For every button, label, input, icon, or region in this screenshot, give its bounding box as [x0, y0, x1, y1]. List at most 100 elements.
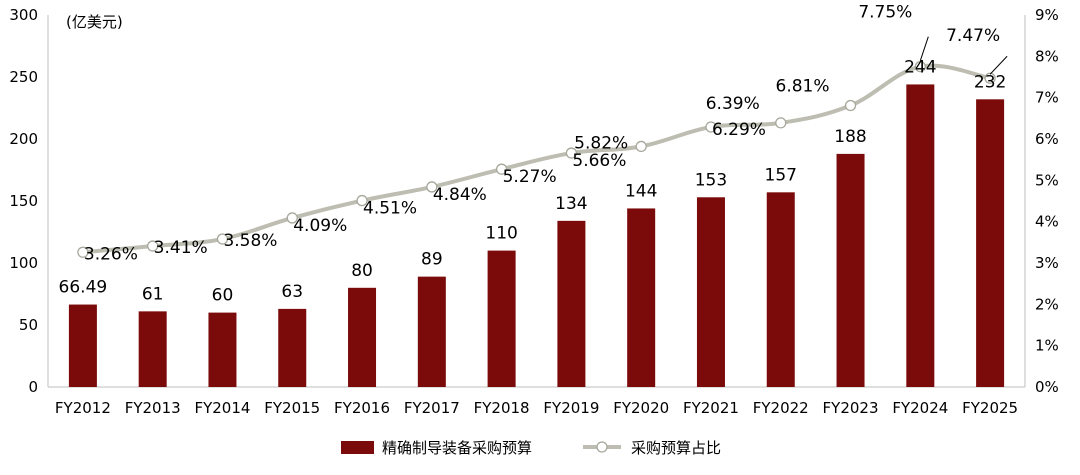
percent-value-label: 5.66% — [572, 151, 626, 171]
line-point — [705, 121, 717, 133]
bar — [348, 287, 377, 387]
legend-swatch-bars — [341, 441, 374, 454]
bar-value-label: 157 — [765, 165, 797, 185]
x-tick-label: FY2020 — [613, 399, 669, 417]
x-tick-label: FY2014 — [194, 399, 250, 417]
bar — [487, 250, 516, 387]
bar-value-label: 63 — [281, 282, 303, 302]
bar-value-label: 60 — [212, 286, 234, 306]
bar — [976, 99, 1005, 387]
x-tick-label: FY2018 — [474, 399, 530, 417]
bar — [208, 312, 237, 387]
bar-value-label: 61 — [142, 284, 164, 304]
legend-swatch-marker — [596, 441, 608, 453]
x-tick-label: FY2023 — [823, 399, 879, 417]
y-right-tick-label: 0% — [1035, 378, 1059, 396]
bar — [557, 220, 586, 387]
line-point — [775, 117, 787, 129]
bar-series — [68, 84, 1005, 387]
percent-value-label: 4.09% — [293, 216, 347, 236]
x-tick-label: FY2016 — [334, 399, 390, 417]
line-point — [984, 72, 996, 84]
line-series — [77, 61, 996, 258]
percent-value-label: 6.39% — [706, 94, 760, 114]
bar-value-label: 153 — [695, 170, 727, 190]
legend-label-line: 采购预算占比 — [631, 439, 721, 457]
x-tick-label: FY2024 — [892, 399, 948, 417]
y-right-tick-label: 3% — [1035, 254, 1059, 272]
percent-value-label: 7.75% — [858, 3, 912, 23]
percent-value-label: 5.82% — [574, 133, 628, 153]
percent-value-label: 6.29% — [712, 120, 766, 140]
bar — [906, 84, 935, 387]
unit-label: (亿美元) — [66, 13, 123, 31]
x-tick-label: FY2022 — [753, 399, 809, 417]
percent-value-label: 7.47% — [946, 26, 1000, 46]
bar-value-label: 188 — [834, 127, 866, 147]
bar-value-label: 80 — [351, 261, 373, 281]
line-point — [844, 99, 857, 112]
y-right-tick-label: 8% — [1035, 47, 1059, 65]
legend: 精确制导装备采购预算 采购预算占比 — [341, 439, 721, 457]
percent-value-label: 5.27% — [503, 167, 557, 187]
bar — [278, 308, 307, 387]
bar — [138, 311, 167, 387]
bar — [68, 304, 97, 387]
y-left-tick-label: 100 — [9, 254, 38, 272]
line-point — [286, 212, 298, 224]
line-point — [426, 181, 438, 193]
line-point — [356, 194, 368, 207]
line-point — [914, 61, 926, 73]
axes: 0 50 100 150 200 250 300 0% 1% 2% 3% 4% 5% 6% 7% 8% 9% FY… — [9, 6, 1058, 417]
line-point — [147, 240, 159, 252]
line-point — [495, 163, 508, 175]
percent-value-label: 6.81% — [776, 77, 830, 97]
bar — [627, 208, 656, 387]
percent-value-label: 3.58% — [223, 231, 277, 251]
x-tick-label: FY2017 — [404, 399, 460, 417]
bar-value-label: 89 — [421, 250, 443, 270]
leader-line — [989, 55, 1008, 75]
y-right-tick-label: 4% — [1035, 213, 1059, 231]
y-left-tick-label: 0 — [28, 378, 38, 396]
y-right-tick-label: 1% — [1035, 337, 1059, 355]
bar — [836, 153, 865, 387]
bar — [696, 197, 725, 387]
line-point — [77, 246, 89, 258]
percent-value-label: 3.26% — [84, 244, 138, 264]
y-left-tick-label: 200 — [9, 130, 38, 148]
bar-value-label: 134 — [555, 194, 587, 214]
y-right-tick-label: 5% — [1035, 171, 1059, 189]
bar-value-label: 244 — [904, 57, 936, 77]
leader-line — [919, 36, 929, 61]
x-tick-label: FY2025 — [962, 399, 1018, 417]
y-left-tick-label: 50 — [19, 316, 38, 334]
line-point — [635, 140, 647, 153]
x-tick-label: FY2021 — [683, 399, 739, 417]
percent-value-label: 4.84% — [433, 185, 487, 205]
y-left-tick-label: 150 — [9, 192, 38, 210]
percent-value-label: 4.51% — [363, 199, 417, 219]
bar-value-label: 110 — [485, 224, 517, 244]
x-tick-label: FY2019 — [543, 399, 599, 417]
y-right-tick-label: 9% — [1035, 6, 1059, 24]
bar — [417, 276, 446, 387]
line-point — [216, 233, 229, 245]
y-right-tick-label: 2% — [1035, 295, 1059, 313]
percent-value-label: 3.41% — [154, 238, 208, 258]
bar-value-label: 232 — [974, 72, 1006, 92]
y-right-tick-label: 7% — [1035, 89, 1059, 107]
x-tick-label: FY2013 — [125, 399, 181, 417]
line-point — [565, 147, 578, 159]
bar-value-label: 66.49 — [59, 278, 108, 298]
x-tick-label: FY2012 — [55, 399, 111, 417]
y-left-tick-label: 300 — [9, 6, 38, 24]
y-right-tick-label: 6% — [1035, 130, 1059, 148]
data-labels: 66.49 61 60 63 80 89 110 134 144 153 157 188 244 232 3… — [59, 3, 1008, 306]
bar — [766, 192, 795, 387]
bar-value-label: 144 — [625, 181, 657, 201]
y-left-tick-label: 250 — [9, 68, 38, 86]
legend-label-bars: 精确制导装备采购预算 — [382, 439, 532, 457]
